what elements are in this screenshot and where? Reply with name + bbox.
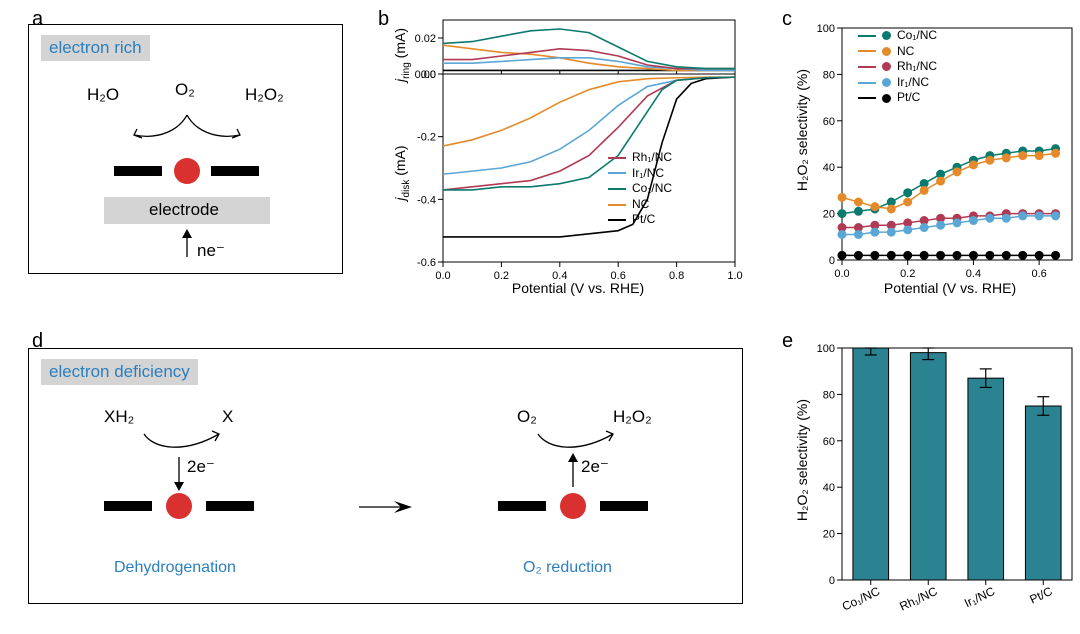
label-ne: ne⁻ — [197, 241, 225, 261]
svg-text:Pt/C: Pt/C — [1027, 584, 1054, 607]
svg-text:0.0: 0.0 — [421, 69, 436, 81]
legend-item: Pt/C — [858, 90, 937, 106]
legend-item: Ir₁/NC — [858, 75, 937, 91]
label-h2o: H₂O — [87, 85, 119, 105]
label-2e-left: 2e⁻ — [187, 457, 215, 477]
connector-arrow-icon — [354, 497, 424, 517]
legend-item: Co₁/NC — [608, 181, 672, 197]
svg-text:-0.6: -0.6 — [417, 257, 436, 269]
panel-label-b: b — [378, 8, 389, 31]
legend-item: Co₁/NC — [858, 28, 937, 44]
svg-text:Rh₁/NC: Rh₁/NC — [897, 584, 940, 614]
legend-c: Co₁/NCNCRh₁/NCIr₁/NCPt/C — [858, 28, 937, 106]
panel-e-chart: 0 20 40 60 80 100 Co₁/NC Rh₁/NC Ir₁/NC Pt/C — [800, 340, 1080, 630]
ylabel-jring: jring (mA) — [392, 25, 412, 85]
xlabel-b: Potential (V vs. RHE) — [458, 280, 698, 296]
svg-text:20: 20 — [823, 209, 835, 221]
xlabel-c: Potential (V vs. RHE) — [840, 280, 1060, 296]
svg-text:Co₁/NC: Co₁/NC — [840, 584, 883, 614]
panel-label-e: e — [782, 330, 793, 353]
legend-item: Rh₁/NC — [858, 59, 937, 75]
svg-text:20: 20 — [823, 529, 835, 541]
legend-item: Rh₁/NC — [608, 150, 672, 166]
svg-text:40: 40 — [823, 162, 835, 174]
label-h2o2-d: H₂O₂ — [613, 407, 652, 427]
svg-text:0.4: 0.4 — [966, 268, 981, 280]
svg-text:0.0: 0.0 — [435, 270, 450, 282]
ylabel-c: H₂O₂ selectivity (%) — [794, 40, 810, 220]
svg-text:0.2: 0.2 — [900, 268, 915, 280]
svg-text:-0.2: -0.2 — [417, 132, 436, 144]
label-electrode: electrode — [149, 200, 219, 220]
panel-c-chart: 0.0 0.2 0.4 0.6 0 20 40 60 80 100 — [800, 20, 1080, 290]
svg-text:0.02: 0.02 — [415, 33, 436, 45]
ylabel-jdisk: jdisk (mA) — [392, 128, 412, 218]
panel-label-c: c — [782, 8, 792, 31]
label-o2: O₂ — [175, 80, 195, 100]
svg-text:1.0: 1.0 — [727, 270, 742, 282]
svg-text:-0.4: -0.4 — [417, 194, 436, 206]
tag-o2-reduction: O₂ reduction — [523, 559, 612, 577]
svg-text:Ir₁/NC: Ir₁/NC — [962, 584, 997, 610]
ylabel-e: H₂O₂ selectivity (%) — [794, 370, 810, 550]
svg-text:80: 80 — [823, 389, 835, 401]
label-xh2: XH₂ — [104, 407, 134, 427]
label-o2-d: O₂ — [517, 407, 537, 427]
svg-text:80: 80 — [823, 69, 835, 81]
legend-item: NC — [608, 197, 672, 213]
panel-a-schematic — [29, 25, 344, 275]
svg-text:0.0: 0.0 — [834, 268, 849, 280]
svg-text:60: 60 — [823, 116, 835, 128]
tag-dehydrogenation: Dehydrogenation — [114, 559, 236, 577]
panel-b-chart: 0.00.20.40.60.81.00.000.020.0-0.2-0.4-0.… — [398, 12, 743, 302]
legend-item: NC — [858, 44, 937, 60]
panel-d-frame: electron deficiency XH₂ X 2e⁻ Dehydrogen… — [28, 348, 743, 604]
svg-text:0: 0 — [829, 575, 835, 587]
svg-text:0: 0 — [829, 255, 835, 267]
svg-text:0.6: 0.6 — [1031, 268, 1046, 280]
svg-text:40: 40 — [823, 482, 835, 494]
label-x: X — [222, 407, 233, 427]
legend-b: Rh₁/NCIr₁/NCCo₁/NCNCPt/C — [608, 150, 672, 228]
legend-item: Pt/C — [608, 212, 672, 228]
panel-a-frame: electron rich H₂O O₂ H₂O₂ electrode ne⁻ — [28, 24, 343, 274]
svg-text:100: 100 — [817, 23, 835, 35]
legend-item: Ir₁/NC — [608, 166, 672, 182]
label-h2o2: H₂O₂ — [245, 85, 284, 105]
svg-text:100: 100 — [817, 343, 835, 355]
svg-text:60: 60 — [823, 436, 835, 448]
label-2e-right: 2e⁻ — [581, 457, 609, 477]
